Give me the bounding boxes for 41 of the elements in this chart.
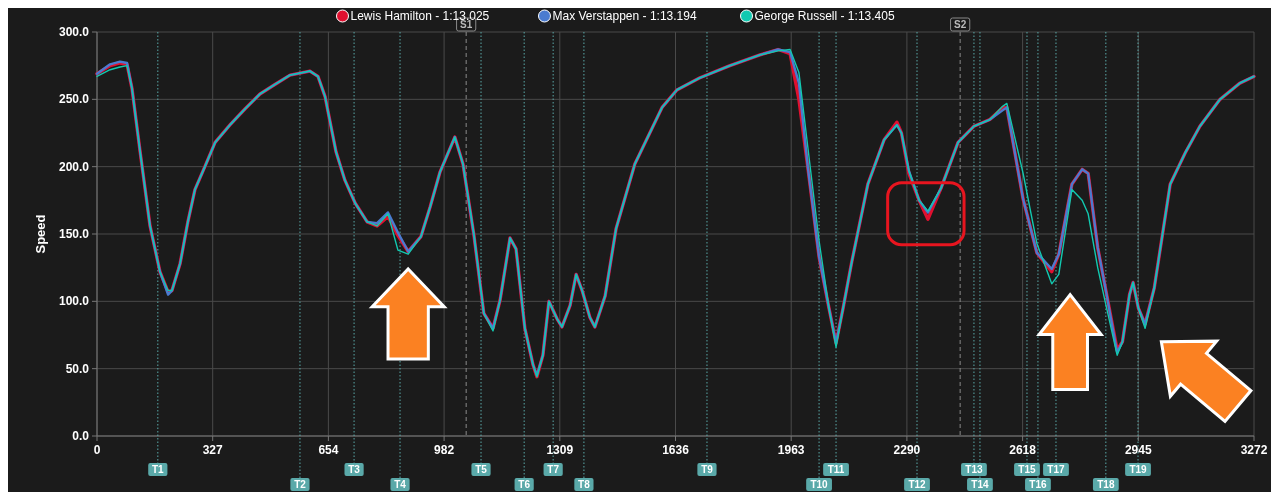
x-tick-label: 0 <box>93 443 101 457</box>
x-tick-label: 327 <box>202 443 224 457</box>
ref-line-label: T11 <box>827 464 845 475</box>
ref-line-label: T7 <box>547 464 560 475</box>
x-tick-label: 1309 <box>546 443 574 457</box>
y-tick-label: 0.0 <box>72 429 90 443</box>
y-tick-label: 300.0 <box>58 25 90 39</box>
y-tick-label: 50.0 <box>65 361 90 376</box>
y-axis-title: Speed <box>33 214 48 254</box>
ref-line-label: T8 <box>578 479 591 490</box>
x-tick-label: 982 <box>434 443 455 457</box>
ref-line-label: T12 <box>908 479 927 490</box>
x-tick-label: 1636 <box>662 443 690 457</box>
ref-line-label: T18 <box>1097 479 1115 490</box>
ref-line-label: T19 <box>1129 464 1148 475</box>
ref-line-label: T14 <box>971 479 990 490</box>
ref-line-label: T4 <box>394 479 407 490</box>
ref-line-label: T16 <box>1029 479 1047 490</box>
ref-line-label: T13 <box>965 464 983 475</box>
ref-line-label: T6 <box>518 479 531 490</box>
legend-label: Max Verstappen - 1:13.194 <box>552 9 697 23</box>
ref-line-label: T10 <box>810 479 829 490</box>
x-tick-label: 1963 <box>777 443 805 457</box>
y-tick-label: 150.0 <box>58 227 90 241</box>
ref-line-label: T1 <box>151 464 165 475</box>
legend-label: George Russell - 1:13.405 <box>754 9 895 23</box>
x-tick-label: 654 <box>318 443 339 457</box>
y-tick-label: 250.0 <box>58 92 90 107</box>
x-tick-label: 2618 <box>1009 443 1037 457</box>
ref-line-label: T15 <box>1018 464 1037 475</box>
ref-line-label: T17 <box>1047 464 1066 475</box>
ref-line-label: T2 <box>294 479 307 490</box>
y-tick-label: 100.0 <box>58 294 90 309</box>
ref-line-label: S2 <box>954 19 967 30</box>
x-tick-label: 3272 <box>1240 443 1268 457</box>
ref-line-label: T5 <box>475 464 488 475</box>
x-tick-label: 2945 <box>1124 443 1152 457</box>
ref-line-label: T9 <box>701 464 714 475</box>
x-tick-label: 2290 <box>893 443 921 457</box>
ref-line-label: T3 <box>348 464 361 475</box>
y-tick-label: 200.0 <box>58 159 90 174</box>
